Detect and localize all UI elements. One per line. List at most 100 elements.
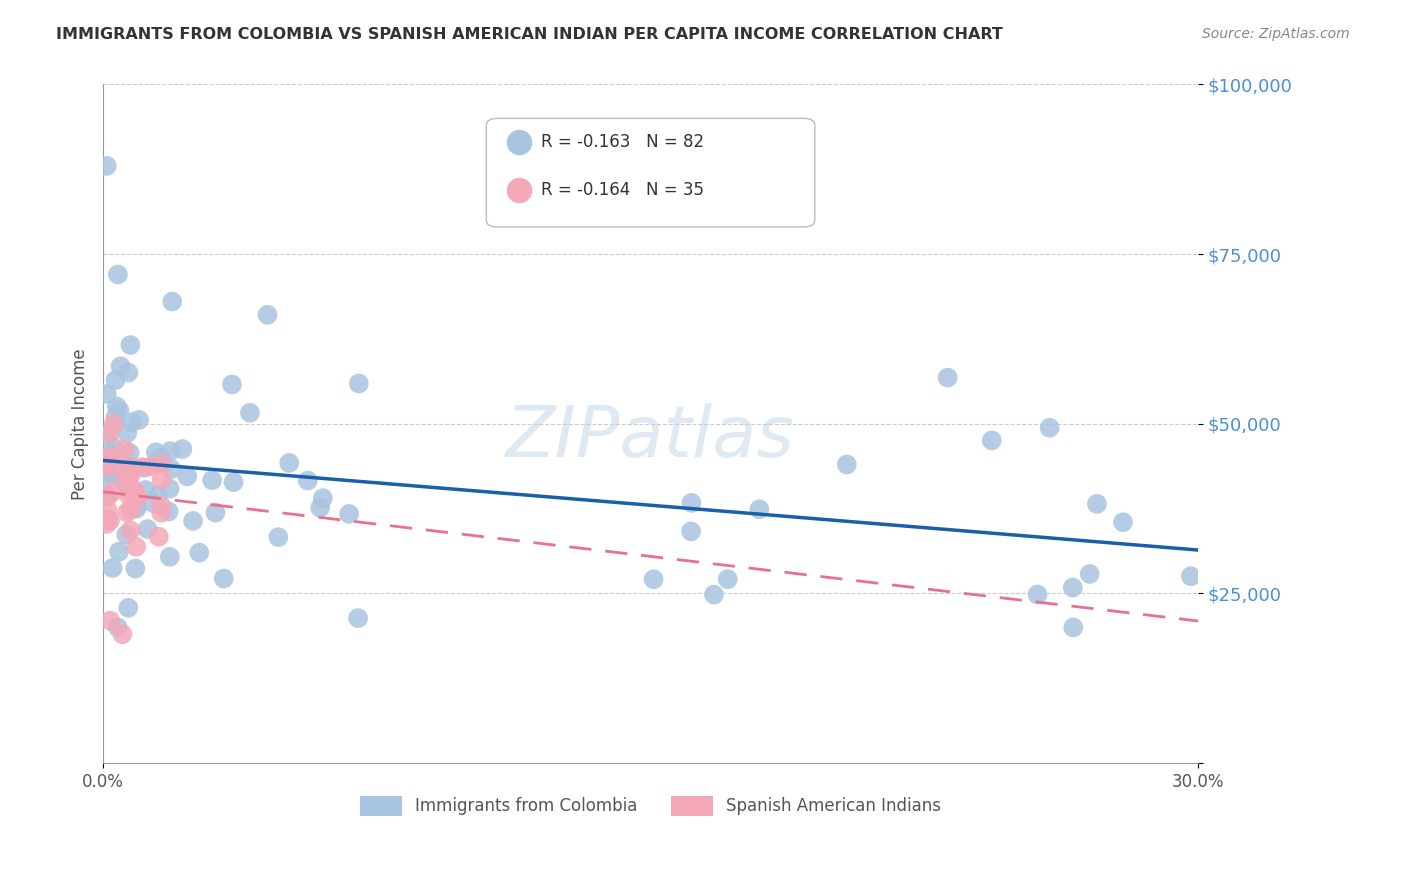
Immigrants from Colombia — [312, 491, 335, 506]
Spanish American Indians — [115, 505, 138, 519]
Immigrants from Colombia — [1085, 497, 1108, 511]
Immigrants from Colombia — [118, 446, 141, 460]
Immigrants from Colombia — [127, 499, 149, 513]
Immigrants from Colombia — [110, 359, 132, 374]
Spanish American Indians — [148, 530, 170, 544]
Immigrants from Colombia — [96, 488, 118, 502]
Y-axis label: Per Capita Income: Per Capita Income — [72, 348, 89, 500]
Immigrants from Colombia — [980, 434, 1002, 448]
Immigrants from Colombia — [134, 460, 156, 475]
Immigrants from Colombia — [201, 473, 224, 487]
Immigrants from Colombia — [105, 400, 128, 414]
Immigrants from Colombia — [835, 458, 858, 472]
Text: R = -0.164   N = 35: R = -0.164 N = 35 — [541, 181, 704, 199]
Immigrants from Colombia — [239, 406, 262, 420]
Immigrants from Colombia — [222, 475, 245, 490]
Spanish American Indians — [118, 461, 141, 475]
Spanish American Indians — [150, 457, 173, 471]
Immigrants from Colombia — [104, 373, 127, 387]
Immigrants from Colombia — [159, 482, 181, 496]
Immigrants from Colombia — [160, 294, 183, 309]
Immigrants from Colombia — [717, 572, 740, 586]
Spanish American Indians — [150, 473, 173, 487]
Spanish American Indians — [96, 455, 118, 469]
Spanish American Indians — [114, 442, 136, 457]
Immigrants from Colombia — [172, 442, 194, 456]
Spanish American Indians — [111, 627, 134, 641]
Immigrants from Colombia — [115, 527, 138, 541]
Spanish American Indians — [150, 499, 173, 513]
Immigrants from Colombia — [1180, 569, 1202, 583]
Immigrants from Colombia — [176, 469, 198, 483]
Spanish American Indians — [98, 514, 121, 528]
Spanish American Indians — [103, 417, 125, 431]
Immigrants from Colombia — [188, 546, 211, 560]
Immigrants from Colombia — [936, 370, 959, 384]
Immigrants from Colombia — [1112, 515, 1135, 529]
Immigrants from Colombia — [107, 470, 129, 484]
Immigrants from Colombia — [125, 501, 148, 516]
Text: Source: ZipAtlas.com: Source: ZipAtlas.com — [1202, 27, 1350, 41]
Immigrants from Colombia — [118, 460, 141, 475]
Immigrants from Colombia — [128, 413, 150, 427]
Immigrants from Colombia — [100, 447, 122, 461]
Immigrants from Colombia — [643, 572, 665, 586]
Spanish American Indians — [97, 490, 120, 504]
Immigrants from Colombia — [256, 308, 278, 322]
Immigrants from Colombia — [337, 507, 360, 521]
Spanish American Indians — [131, 460, 153, 475]
Spanish American Indians — [103, 450, 125, 465]
Spanish American Indians — [127, 491, 149, 505]
Immigrants from Colombia — [157, 504, 180, 518]
Immigrants from Colombia — [1062, 581, 1084, 595]
Spanish American Indians — [96, 459, 118, 474]
Immigrants from Colombia — [159, 444, 181, 458]
Immigrants from Colombia — [1039, 420, 1062, 434]
Immigrants from Colombia — [117, 600, 139, 615]
Immigrants from Colombia — [120, 338, 142, 352]
Spanish American Indians — [118, 472, 141, 486]
Immigrants from Colombia — [149, 450, 172, 465]
Immigrants from Colombia — [98, 467, 121, 481]
Immigrants from Colombia — [146, 488, 169, 502]
Immigrants from Colombia — [181, 514, 204, 528]
Immigrants from Colombia — [104, 409, 127, 424]
Immigrants from Colombia — [703, 588, 725, 602]
Spanish American Indians — [98, 614, 121, 628]
Immigrants from Colombia — [101, 561, 124, 575]
Immigrants from Colombia — [134, 483, 156, 497]
Spanish American Indians — [120, 502, 142, 516]
Immigrants from Colombia — [107, 620, 129, 634]
Immigrants from Colombia — [145, 445, 167, 459]
Immigrants from Colombia — [145, 456, 167, 470]
Spanish American Indians — [96, 456, 118, 470]
Text: R = -0.163   N = 82: R = -0.163 N = 82 — [541, 133, 704, 151]
Immigrants from Colombia — [124, 561, 146, 575]
Spanish American Indians — [150, 506, 173, 520]
Immigrants from Colombia — [212, 572, 235, 586]
Spanish American Indians — [120, 524, 142, 538]
Immigrants from Colombia — [108, 544, 131, 558]
Immigrants from Colombia — [107, 268, 129, 282]
Text: IMMIGRANTS FROM COLOMBIA VS SPANISH AMERICAN INDIAN PER CAPITA INCOME CORRELATIO: IMMIGRANTS FROM COLOMBIA VS SPANISH AMER… — [56, 27, 1002, 42]
Immigrants from Colombia — [159, 549, 181, 564]
Spanish American Indians — [97, 503, 120, 517]
Spanish American Indians — [96, 490, 118, 504]
Immigrants from Colombia — [1062, 620, 1084, 634]
Immigrants from Colombia — [96, 430, 118, 444]
Spanish American Indians — [96, 450, 118, 464]
Immigrants from Colombia — [1078, 566, 1101, 581]
Immigrants from Colombia — [204, 506, 226, 520]
FancyBboxPatch shape — [486, 119, 815, 227]
Spanish American Indians — [112, 465, 135, 479]
Spanish American Indians — [96, 516, 118, 531]
Immigrants from Colombia — [97, 512, 120, 526]
Immigrants from Colombia — [96, 159, 118, 173]
Immigrants from Colombia — [103, 441, 125, 455]
Immigrants from Colombia — [142, 496, 165, 510]
Immigrants from Colombia — [748, 502, 770, 516]
Spanish American Indians — [120, 469, 142, 483]
Immigrants from Colombia — [121, 415, 143, 429]
Immigrants from Colombia — [1026, 587, 1049, 601]
Immigrants from Colombia — [278, 456, 301, 470]
